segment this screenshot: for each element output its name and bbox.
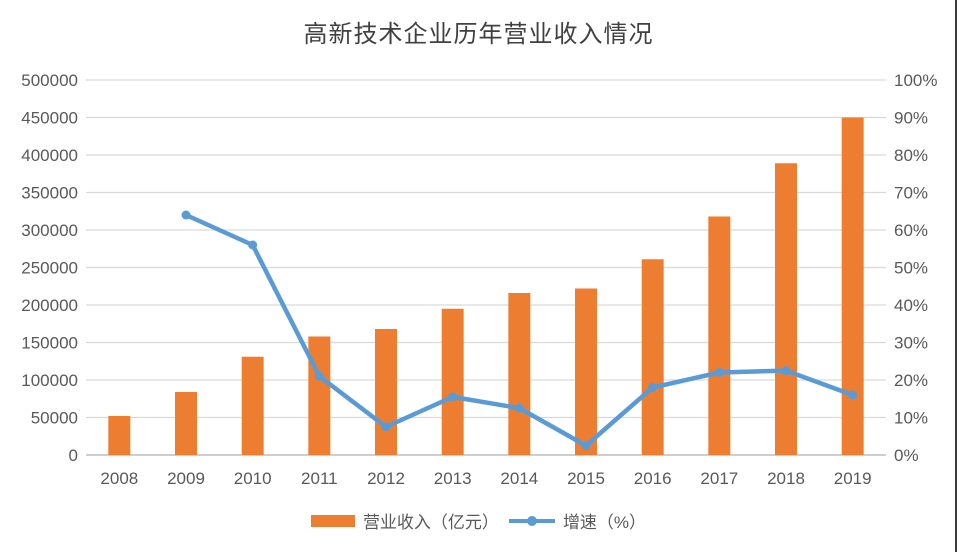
left-axis-tick-label: 400000 [21, 146, 78, 165]
left-axis-tick-label: 150000 [21, 334, 78, 353]
left-axis-tick-label: 450000 [21, 109, 78, 128]
right-axis-tick-label: 10% [894, 409, 928, 428]
left-axis-tick-label: 100000 [21, 371, 78, 390]
bar-2014 [508, 293, 531, 455]
bar-2008 [108, 416, 131, 455]
left-axis-tick-label: 350000 [21, 184, 78, 203]
line-marker [848, 390, 858, 400]
x-axis-label: 2019 [834, 469, 872, 488]
bar-2017 [708, 216, 731, 455]
bar-2018 [775, 163, 797, 455]
line-marker [714, 368, 724, 377]
left-axis-tick-label: 250000 [21, 259, 78, 278]
bar-2019 [841, 117, 864, 455]
left-axis-tick-label: 200000 [21, 296, 78, 315]
x-axis-label: 2016 [634, 469, 672, 488]
legend-item-growth: 增速（%） [508, 508, 647, 533]
x-axis-label: 2017 [700, 469, 738, 488]
right-axis-tick-label: 100% [894, 71, 937, 90]
x-axis-label: 2009 [167, 469, 205, 488]
right-axis-tick-label: 90% [894, 109, 928, 128]
right-axis-tick-label: 0% [894, 446, 919, 465]
x-axis-label: 2011 [301, 469, 338, 488]
chart-title: 高新技术企业历年营业收入情况 [303, 20, 654, 48]
bar-2010 [241, 356, 264, 455]
bar-2013 [441, 308, 464, 455]
x-axis-label: 2008 [100, 469, 138, 488]
legend-label-revenue: 营业收入（亿元） [362, 513, 499, 532]
right-axis-tick-label: 30% [894, 334, 928, 353]
x-axis-label: 2013 [434, 469, 472, 488]
legend-line-dot [526, 515, 537, 526]
legend-bar-swatch-icon [310, 514, 355, 527]
line-marker [781, 366, 791, 376]
x-axis-label: 2010 [234, 469, 272, 488]
line-marker [181, 210, 191, 220]
left-axis-tick-label: 300000 [21, 221, 78, 240]
x-axis-label: 2015 [567, 469, 605, 488]
bar-2015 [575, 288, 597, 455]
right-axis-tick-label: 20% [894, 371, 928, 390]
window-right-edge [955, 0, 957, 552]
bar-2016 [641, 259, 664, 455]
line-marker [448, 392, 458, 402]
left-axis-tick-label: 50000 [31, 409, 78, 428]
left-axis-tick-label: 0 [69, 446, 78, 465]
right-axis-tick-label: 80% [894, 146, 928, 165]
right-axis-tick-label: 40% [894, 296, 928, 315]
bar-2012 [375, 329, 397, 455]
line-marker [648, 383, 658, 392]
line-marker [381, 422, 391, 432]
line-marker [514, 403, 524, 413]
right-axis-tick-label: 70% [894, 184, 928, 203]
x-axis-label: 2014 [500, 469, 538, 488]
right-axis-tick-label: 50% [894, 259, 928, 278]
legend-item-revenue: 营业收入（亿元） [310, 508, 499, 533]
line-marker [314, 371, 324, 381]
x-axis-label: 2012 [367, 469, 405, 488]
x-axis-label: 2018 [767, 469, 805, 488]
legend-line-swatch-icon [508, 515, 555, 527]
line-marker [248, 240, 258, 250]
bar-2011 [308, 336, 331, 455]
left-axis-tick-label: 500000 [21, 71, 78, 90]
chart-legend: 营业收入（亿元） 增速（%） [0, 508, 957, 533]
legend-label-growth: 增速（%） [562, 513, 647, 532]
line-marker [581, 441, 591, 451]
right-axis-tick-label: 60% [894, 221, 928, 240]
bar-2009 [175, 392, 197, 455]
